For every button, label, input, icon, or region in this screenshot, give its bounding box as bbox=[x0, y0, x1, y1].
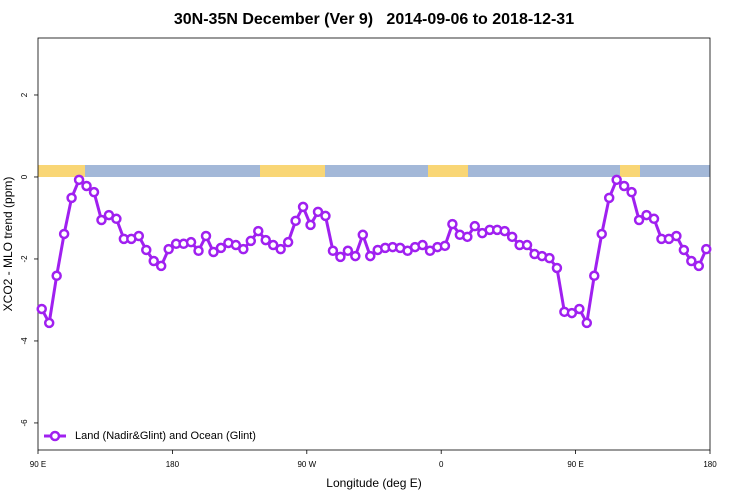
data-point bbox=[148, 255, 159, 267]
data-point bbox=[701, 243, 712, 255]
data-point bbox=[544, 252, 555, 264]
data-point bbox=[633, 214, 645, 226]
data-point bbox=[574, 303, 585, 315]
land-band bbox=[428, 165, 468, 177]
data-point bbox=[267, 239, 279, 251]
data-point bbox=[350, 250, 361, 262]
y-tick-label: -6 bbox=[20, 419, 29, 427]
data-point bbox=[611, 174, 622, 186]
data-point bbox=[312, 206, 324, 218]
data-point bbox=[73, 174, 85, 186]
data-point bbox=[566, 307, 578, 319]
chart-title: 30N-35N December (Ver 9) 2014-09-06 to 2… bbox=[174, 11, 574, 28]
data-point bbox=[357, 229, 369, 241]
x-tick-label: 90 E bbox=[30, 460, 46, 469]
data-point bbox=[581, 317, 593, 329]
data-point bbox=[245, 235, 257, 247]
data-point bbox=[499, 225, 510, 237]
data-point bbox=[66, 192, 77, 204]
land-band bbox=[38, 165, 85, 177]
data-point bbox=[230, 239, 242, 251]
x-tick-label: 180 bbox=[703, 460, 717, 469]
data-point bbox=[193, 245, 204, 257]
plot-frame bbox=[37, 37, 711, 451]
data-point bbox=[260, 234, 271, 246]
x-tick-label: 180 bbox=[166, 460, 180, 469]
data-point bbox=[96, 214, 107, 226]
legend-marker bbox=[49, 430, 61, 442]
x-axis-label: Longitude (deg E) bbox=[326, 476, 421, 490]
data-point bbox=[327, 245, 339, 257]
y-axis-label: XCO2 - MLO trend (ppm) bbox=[1, 177, 15, 312]
data-point bbox=[238, 243, 249, 255]
data-point bbox=[185, 236, 197, 248]
x-tick-label: 90 E bbox=[567, 460, 583, 469]
x-tick-label: 90 W bbox=[297, 460, 316, 469]
data-point bbox=[342, 245, 354, 257]
data-point bbox=[290, 215, 301, 227]
data-point bbox=[320, 210, 331, 222]
data-point bbox=[439, 240, 451, 252]
data-point bbox=[275, 243, 286, 255]
data-point bbox=[163, 243, 174, 255]
data-point bbox=[36, 303, 47, 315]
data-point bbox=[417, 239, 428, 251]
y-tick-label: 0 bbox=[20, 174, 29, 179]
data-point bbox=[603, 192, 615, 204]
legend-label: Land (Nadir&Glint) and Ocean (Glint) bbox=[75, 430, 256, 442]
data-point bbox=[335, 251, 346, 263]
x-tick-label: 0 bbox=[439, 460, 444, 469]
data-point bbox=[618, 180, 630, 192]
data-point bbox=[506, 231, 518, 243]
data-point bbox=[133, 230, 145, 242]
data-point bbox=[462, 231, 473, 243]
land-band bbox=[260, 165, 325, 177]
data-point bbox=[58, 228, 70, 240]
y-tick-label: -2 bbox=[20, 255, 29, 263]
data-point bbox=[253, 225, 264, 237]
y-tick-label: 2 bbox=[20, 92, 29, 97]
data-point bbox=[111, 213, 122, 225]
data-point bbox=[469, 220, 481, 232]
data-point bbox=[200, 230, 212, 242]
data-point bbox=[81, 180, 92, 192]
surface-band bbox=[38, 165, 710, 177]
data-point bbox=[43, 317, 55, 329]
data-point bbox=[88, 186, 100, 198]
data-point bbox=[626, 186, 637, 198]
data-point bbox=[282, 236, 294, 248]
data-point bbox=[215, 242, 227, 254]
data-point bbox=[305, 219, 316, 231]
data-point bbox=[155, 260, 167, 272]
ocean-band bbox=[38, 165, 710, 177]
data-point bbox=[141, 244, 152, 256]
data-point bbox=[521, 239, 533, 251]
data-point bbox=[208, 246, 219, 258]
data-point bbox=[678, 244, 690, 256]
data-point bbox=[589, 270, 600, 282]
data-point bbox=[365, 250, 376, 262]
y-tick-label: -4 bbox=[20, 337, 29, 345]
data-point bbox=[447, 218, 458, 230]
data-point bbox=[551, 262, 563, 274]
land-band bbox=[620, 165, 640, 177]
data-point bbox=[596, 228, 607, 240]
data-point bbox=[693, 260, 705, 272]
data-point bbox=[686, 255, 697, 267]
data-point bbox=[671, 230, 682, 242]
data-point bbox=[297, 201, 309, 213]
data-point bbox=[51, 270, 62, 282]
data-point bbox=[648, 213, 660, 225]
